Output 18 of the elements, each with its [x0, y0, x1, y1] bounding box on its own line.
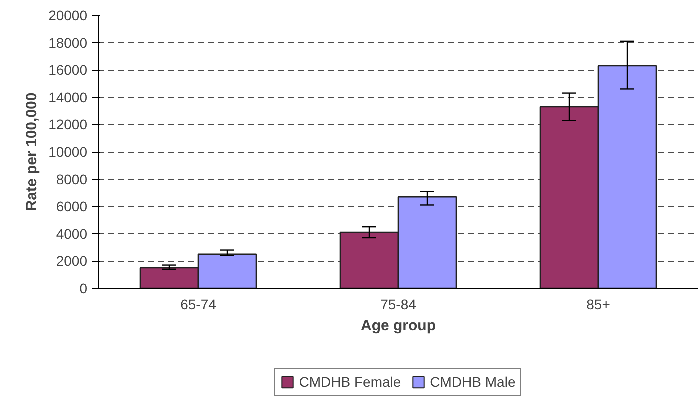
y-tick-label: 2000: [56, 253, 88, 270]
y-tick-label: 14000: [48, 89, 88, 106]
y-tick-label: 4000: [56, 226, 88, 242]
legend-label: CMDHB Male: [430, 374, 516, 390]
x-tick-label: 65-74: [180, 296, 217, 312]
y-tick-label: 8000: [56, 171, 88, 188]
y-tick-label: 6000: [56, 198, 88, 215]
y-tick-label: 10000: [48, 144, 88, 160]
x-axis-title: Age group: [361, 318, 436, 334]
y-tick-label: 12000: [48, 116, 88, 133]
legend-label: CMDHB Female: [299, 374, 402, 390]
y-axis-title: Rate per 100,000: [24, 92, 41, 212]
y-tick-label: 20000: [48, 8, 88, 24]
x-tick-label: 85+: [586, 296, 610, 312]
y-tick-label: 16000: [48, 62, 88, 78]
y-tick-label: 0: [80, 280, 88, 296]
y-tick-label: 18000: [48, 34, 88, 51]
x-tick-label: 75-84: [380, 296, 417, 312]
